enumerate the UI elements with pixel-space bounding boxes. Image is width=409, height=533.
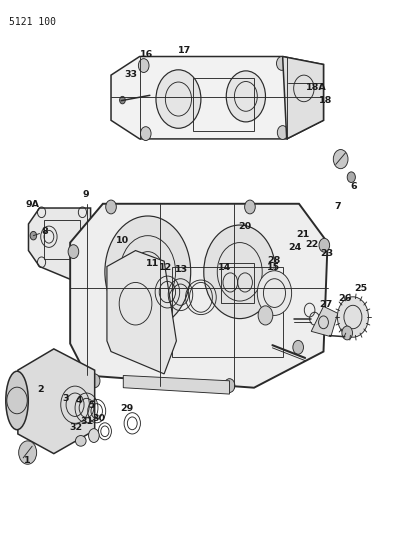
Text: 26: 26 [337,294,351,303]
Circle shape [341,326,352,340]
Circle shape [337,297,368,337]
Circle shape [88,429,99,442]
Circle shape [203,225,275,319]
Text: 1: 1 [24,456,31,465]
Polygon shape [123,375,229,394]
Circle shape [292,341,303,354]
Circle shape [244,200,255,214]
Polygon shape [282,56,323,139]
Text: 5121 100: 5121 100 [9,17,56,27]
Polygon shape [28,208,90,288]
Bar [221,263,254,303]
Text: 10: 10 [116,237,129,246]
Circle shape [346,172,355,182]
Text: 14: 14 [218,263,231,272]
Text: 17: 17 [178,46,191,55]
Bar [172,266,282,357]
Polygon shape [111,56,323,139]
Text: 20: 20 [238,222,251,231]
Circle shape [106,200,116,214]
Circle shape [276,56,286,70]
Circle shape [257,271,291,316]
Polygon shape [310,306,337,337]
Ellipse shape [6,371,28,430]
Circle shape [140,127,151,141]
Text: 11: 11 [146,260,159,268]
Text: 7: 7 [334,203,340,212]
Polygon shape [18,349,94,454]
Text: 30: 30 [92,414,105,423]
Text: 29: 29 [119,405,133,414]
Text: 12: 12 [159,263,172,272]
Circle shape [226,71,265,122]
Circle shape [258,306,272,325]
Text: 23: 23 [319,249,333,258]
Text: 28: 28 [266,256,280,264]
Circle shape [89,374,100,387]
Text: 32: 32 [70,423,83,432]
Circle shape [224,378,234,392]
Circle shape [333,150,347,168]
Text: 5: 5 [88,401,94,410]
Circle shape [138,59,148,72]
Text: 4: 4 [76,397,82,406]
Text: 18A: 18A [305,83,326,92]
Text: 25: 25 [354,284,367,293]
Text: 18: 18 [319,96,332,105]
Text: 9: 9 [82,190,89,199]
Text: 24: 24 [288,244,301,253]
Text: 8: 8 [41,228,48,237]
Text: 13: 13 [174,265,187,273]
Bar [192,78,254,131]
Text: 16: 16 [140,51,153,59]
Polygon shape [107,251,176,374]
Text: 6: 6 [350,182,357,191]
Text: 3: 3 [62,394,68,403]
Circle shape [30,231,36,240]
Circle shape [155,70,200,128]
Text: 33: 33 [124,70,137,78]
Text: 15: 15 [266,263,279,272]
Text: 9A: 9A [25,200,40,209]
Circle shape [105,216,190,328]
Circle shape [119,96,125,104]
Bar [43,220,80,259]
Circle shape [318,238,329,252]
Polygon shape [70,204,327,387]
Text: 22: 22 [305,240,318,249]
Text: 27: 27 [318,300,331,309]
Circle shape [68,245,79,259]
Text: 21: 21 [296,230,309,239]
Circle shape [276,126,287,140]
Circle shape [19,441,36,464]
Ellipse shape [75,435,86,446]
Text: 31: 31 [81,417,94,426]
Text: 2: 2 [37,385,44,394]
